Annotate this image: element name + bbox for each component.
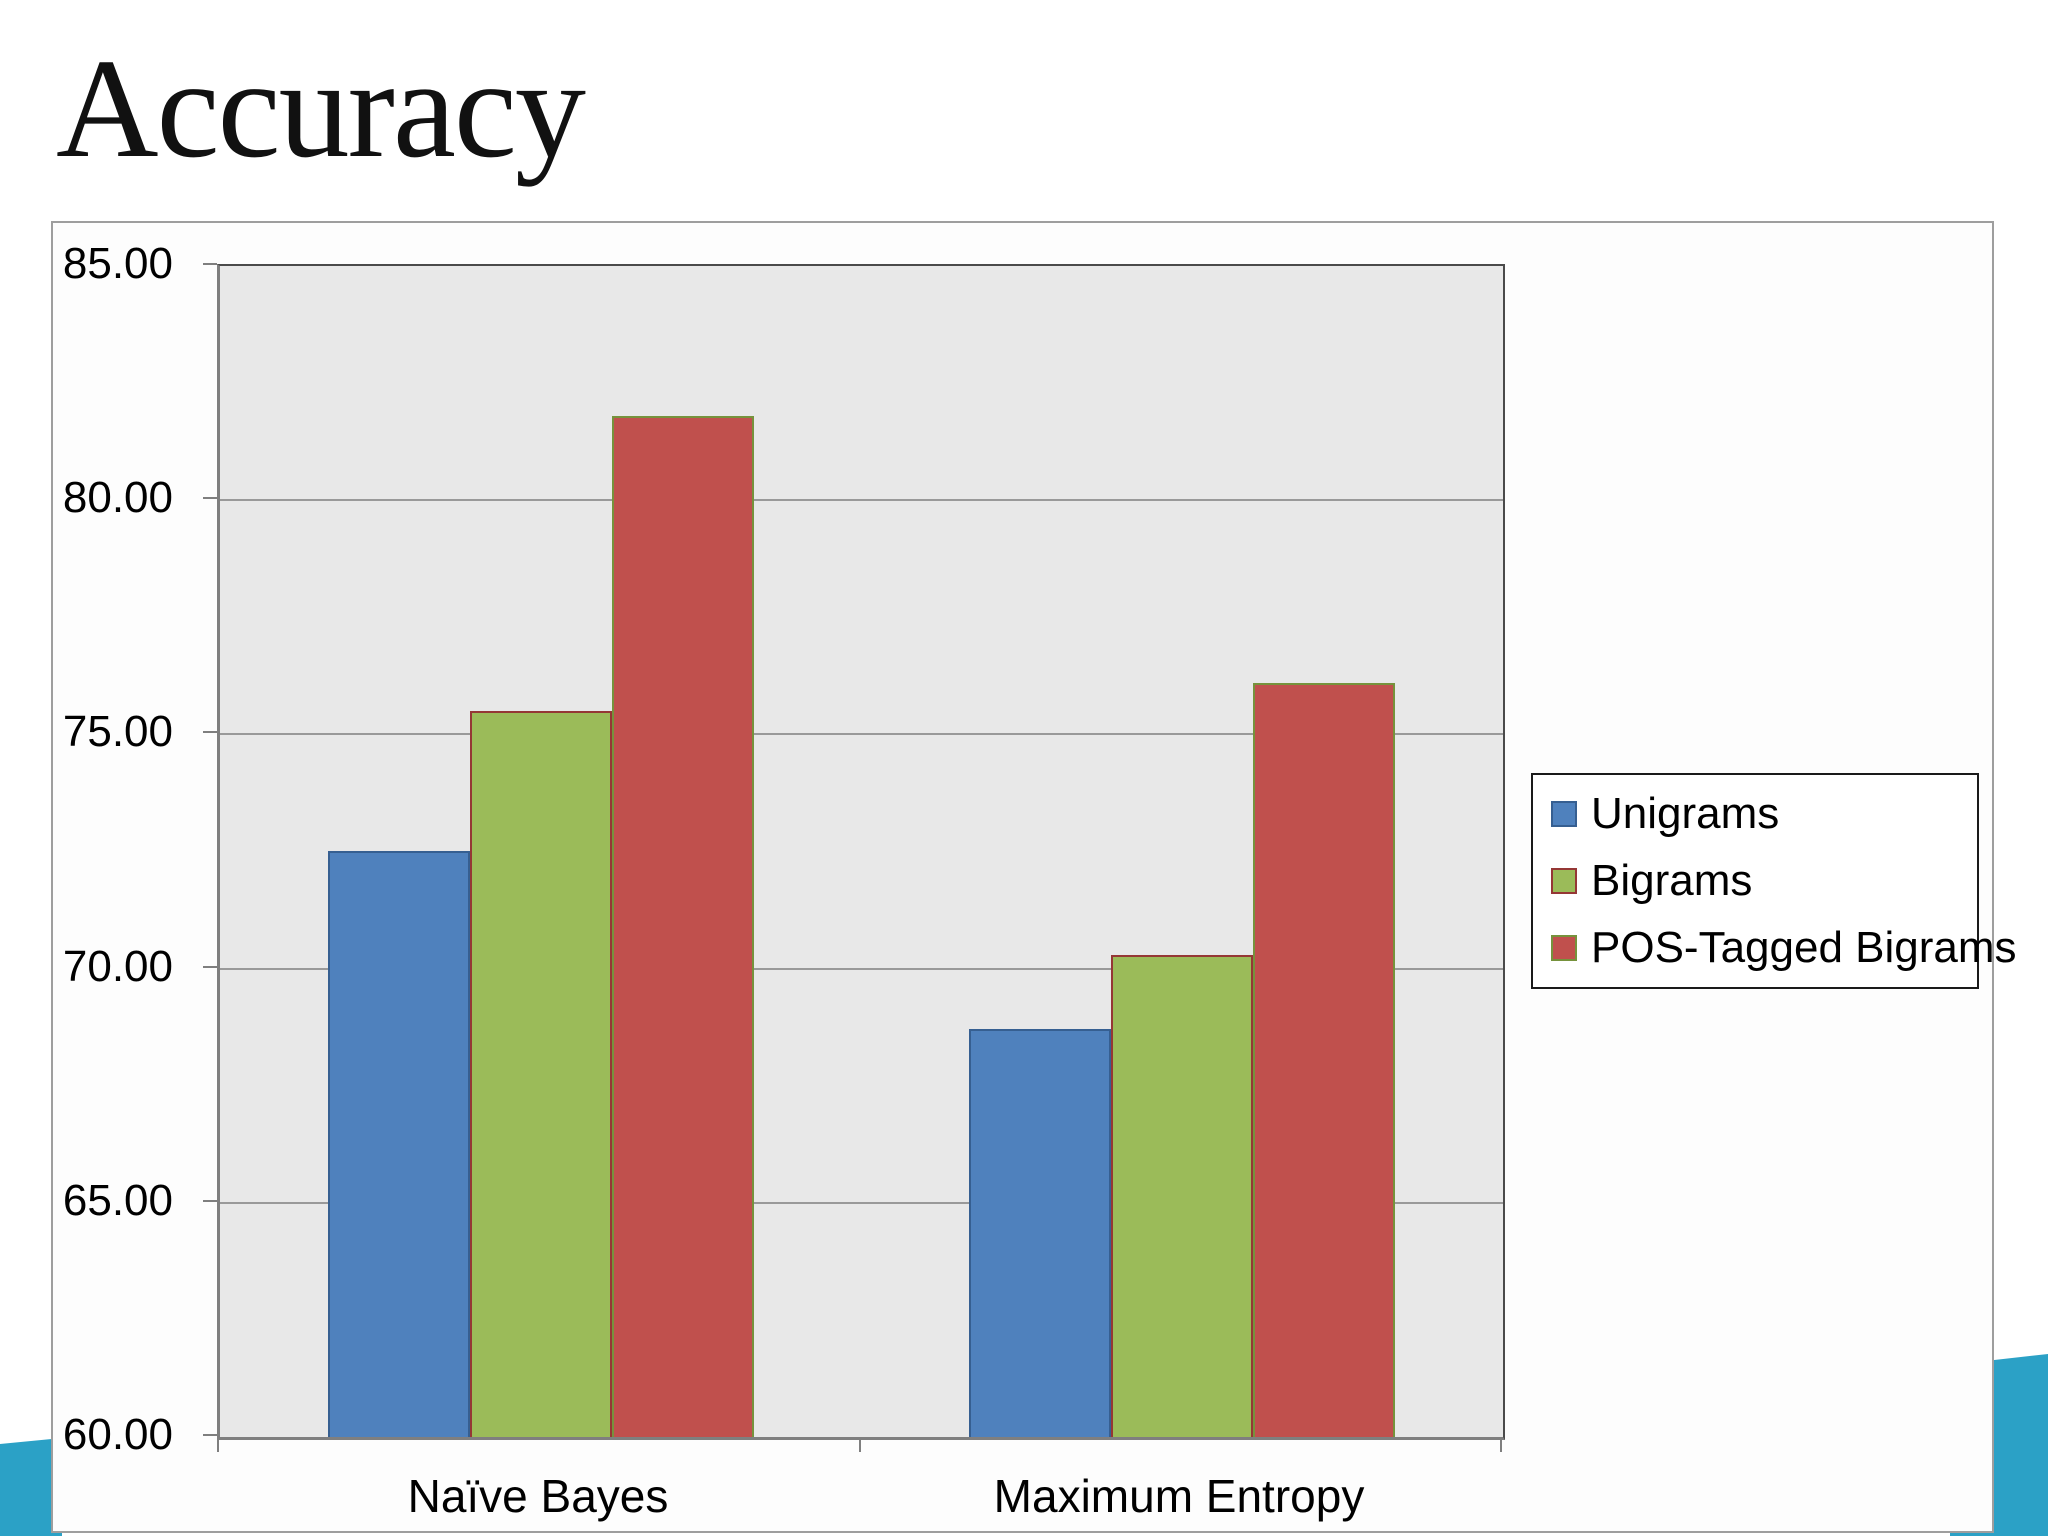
y-tick-label: 80.00 [62,473,173,523]
x-tick-mark [217,1438,219,1452]
legend-label: Bigrams [1591,855,1753,905]
chart-legend: Unigrams Bigrams POS-Tagged Bigrams [1531,773,2017,989]
bar-unigrams-na-ve-bayes [328,851,470,1437]
y-tick-mark [203,965,217,968]
legend-label: POS-Tagged Bigrams [1591,922,2017,972]
bar-bigrams-maximum-entropy [1111,955,1253,1437]
gridline-75.00 [220,733,1503,736]
x-category-label: Naïve Bayes [407,1470,669,1522]
slide-title: Accuracy [56,29,586,187]
chart-container: 85.00 80.00 75.00 70.00 65.00 60.00 Naïve Bay… [51,221,2017,1533]
y-tick-label: 60.00 [62,1410,173,1459]
legend-swatch-icon [1551,934,1577,961]
y-tick-label: 70.00 [62,941,173,991]
y-tick-label: 65.00 [62,1175,173,1225]
y-tick-mark [203,1434,217,1436]
legend-label: Unigrams [1591,789,1780,839]
x-tick-mark [1500,1438,1502,1452]
legend-swatch-icon [1551,867,1577,894]
bar-pos-tagged-bigrams-na-ve-bayes [612,416,754,1437]
y-tick-label: 75.00 [62,707,173,757]
gridline-65.00 [220,1201,1503,1204]
gridline-70.00 [220,967,1503,970]
bar-bigrams-na-ve-bayes [470,711,612,1437]
bar-unigrams-maximum-entropy [969,1029,1111,1437]
legend-swatch-icon [1551,801,1577,828]
x-category-label: Maximum Entropy [993,1470,1365,1522]
bar-pos-tagged-bigrams-maximum-entropy [1253,683,1395,1437]
plot-area [217,264,1505,1440]
y-tick-mark [203,731,217,734]
gridline-80.00 [220,499,1503,502]
y-tick-mark [203,263,217,265]
y-tick-mark [203,1199,217,1202]
legend-item-unigrams: Unigrams [1551,790,1977,838]
y-tick-label: 85.00 [62,239,173,288]
legend-item-pos-tagged-bigrams: POS-Tagged Bigrams [1551,923,2017,972]
legend-item-bigrams: Bigrams [1551,855,1977,905]
x-tick-mark [859,1438,861,1452]
y-tick-mark [203,497,217,500]
